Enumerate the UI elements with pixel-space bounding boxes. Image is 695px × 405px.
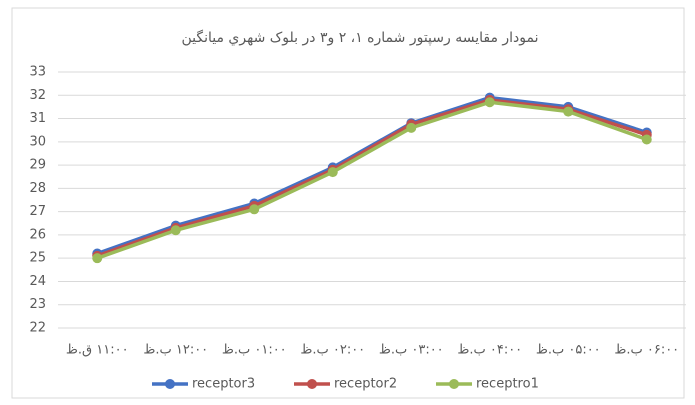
x-tick-label: ۰۲:۰۰ ب.ظ [300, 343, 365, 358]
x-tick-label: ۰۶:۰۰ ب.ظ [614, 343, 679, 358]
legend-label: receptor3 [192, 377, 255, 392]
y-tick-label: 33 [29, 65, 46, 80]
legend-marker [165, 379, 175, 389]
x-tick-label: ۱۱:۰۰ ق.ظ [66, 343, 129, 358]
x-tick-label: ۰۵:۰۰ ب.ظ [536, 343, 601, 358]
legend-marker [449, 379, 459, 389]
y-tick-label: 23 [29, 297, 46, 312]
x-tick-label: ۰۱:۰۰ ب.ظ [222, 343, 287, 358]
y-tick-label: 29 [29, 158, 46, 173]
y-tick-label: 32 [29, 88, 46, 103]
y-tick-label: 25 [29, 251, 46, 266]
y-tick-label: 27 [29, 204, 46, 219]
data-point [170, 225, 181, 236]
data-point [641, 134, 652, 145]
legend-marker [307, 379, 317, 389]
data-point [406, 122, 417, 133]
y-tick-label: 22 [29, 321, 46, 336]
series-line [96, 100, 648, 260]
y-tick-label: 26 [29, 227, 46, 242]
chart-border [11, 7, 685, 399]
y-tick-label: 31 [29, 111, 46, 126]
chart-title: نمودار مقایسه رسپتور شماره ۱، ۲ و۳ در بل… [181, 29, 538, 46]
legend-label: receptro1 [476, 377, 539, 392]
x-tick-label: ۰۴:۰۰ ب.ظ [457, 343, 522, 358]
data-point [92, 253, 103, 264]
legend-label: receptor2 [334, 377, 397, 392]
y-tick-label: 24 [29, 274, 46, 289]
data-point [484, 97, 495, 108]
y-tick-label: 30 [29, 134, 46, 149]
data-point [249, 204, 260, 215]
series-line [96, 98, 648, 258]
x-tick-label: ۱۲:۰۰ ب.ظ [143, 343, 208, 358]
x-tick-label: ۰۳:۰۰ ب.ظ [379, 343, 444, 358]
data-point [563, 106, 574, 117]
y-tick-label: 28 [29, 181, 46, 196]
data-point [327, 167, 338, 178]
